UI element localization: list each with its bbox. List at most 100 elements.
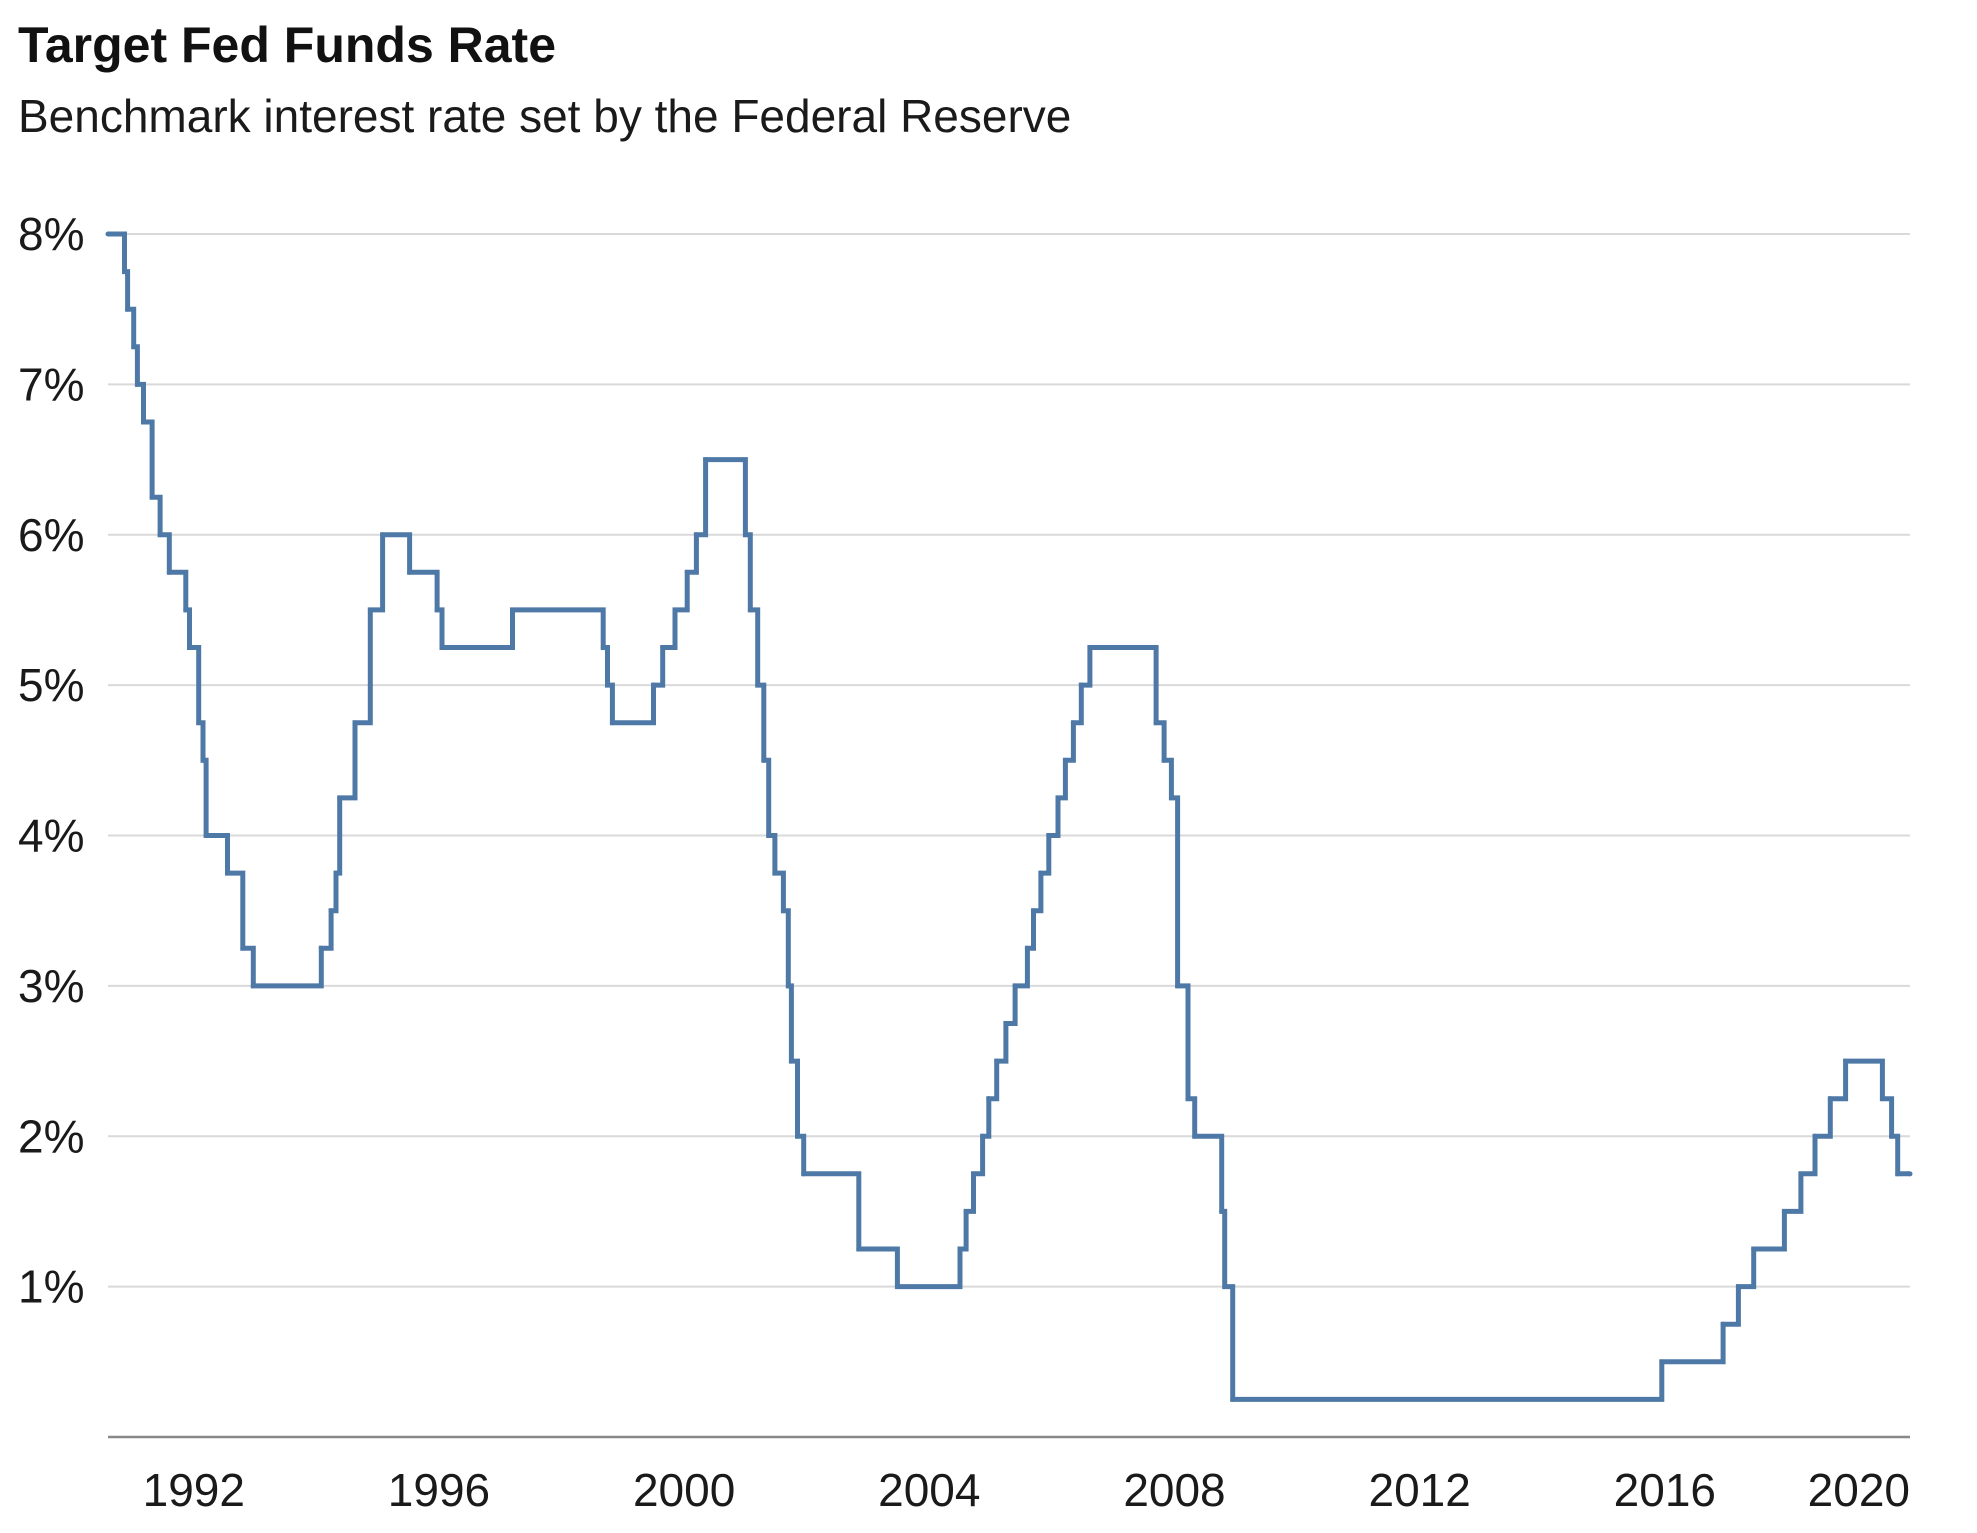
data-point [407, 569, 413, 575]
gridlines [108, 233, 1910, 1288]
data-point [785, 983, 791, 989]
data-point [600, 645, 606, 651]
data-point [766, 833, 772, 838]
data-point [1185, 1096, 1191, 1102]
data-point [1038, 870, 1044, 876]
series-line [108, 231, 1910, 1402]
y-axis-tick-labels: 1% 2% 3% 4% 5% 6% 7% 8% [18, 208, 84, 1313]
y-tick-label: 6% [18, 509, 84, 561]
x-tick-label: 2016 [1614, 1464, 1716, 1516]
data-point [131, 344, 137, 350]
data-point [801, 1171, 807, 1177]
data-point [994, 1058, 1000, 1064]
data-point [1062, 757, 1068, 763]
data-point [1907, 1171, 1913, 1177]
data-point [1055, 795, 1061, 801]
data-point [609, 720, 615, 726]
x-tick-label: 1992 [143, 1464, 245, 1516]
data-point [380, 532, 386, 538]
data-point [672, 607, 678, 613]
data-point [166, 569, 172, 575]
data-point [1735, 1284, 1741, 1290]
data-point [157, 532, 163, 538]
data-point [693, 532, 699, 538]
data-point [134, 381, 140, 387]
data-point [1070, 720, 1076, 726]
chart-title: Target Fed Funds Rate [18, 17, 557, 73]
data-point [742, 532, 748, 538]
data-point [203, 833, 209, 838]
data-point [1219, 1208, 1225, 1214]
data-point [1222, 1284, 1228, 1290]
data-point [684, 569, 690, 575]
data-point [963, 1208, 969, 1214]
data-point [439, 645, 445, 651]
x-tick-label: 2004 [878, 1464, 980, 1516]
data-point [1078, 682, 1084, 688]
data-point [856, 1246, 862, 1252]
data-point [761, 757, 767, 763]
data-point [1879, 1096, 1885, 1102]
data-point [510, 607, 516, 613]
x-tick-label: 1996 [388, 1464, 490, 1516]
y-tick-label: 3% [18, 960, 84, 1012]
data-point [318, 945, 324, 951]
data-point [1895, 1171, 1901, 1177]
data-point [434, 607, 440, 613]
data-point [1781, 1208, 1787, 1214]
data-point [894, 1284, 900, 1290]
data-point [225, 870, 231, 876]
data-point [187, 645, 193, 651]
data-point [605, 682, 611, 688]
data-point [1889, 1133, 1895, 1139]
data-point [1230, 1396, 1236, 1402]
y-tick-label: 5% [18, 659, 84, 711]
data-point [1812, 1133, 1818, 1139]
x-tick-label: 2008 [1123, 1464, 1225, 1516]
x-axis-tick-labels: 1992 1996 2000 2004 2008 2012 2016 2020 [143, 1464, 1910, 1516]
data-point [957, 1246, 963, 1252]
data-point [1175, 983, 1181, 989]
data-point [1153, 720, 1159, 726]
data-point [980, 1133, 986, 1139]
x-tick-label: 2012 [1368, 1464, 1470, 1516]
data-point [333, 870, 339, 876]
series-layer [105, 231, 1913, 1402]
data-point [196, 720, 202, 726]
data-point [747, 607, 753, 613]
x-tick-label: 2020 [1808, 1464, 1910, 1516]
data-point [1161, 757, 1167, 763]
data-point [125, 306, 131, 312]
data-point [1087, 645, 1093, 651]
data-point [1720, 1321, 1726, 1327]
data-point [250, 983, 256, 989]
y-tick-label: 1% [18, 1261, 84, 1313]
data-point [755, 682, 761, 688]
data-point [1798, 1171, 1804, 1177]
y-tick-label: 8% [18, 208, 84, 260]
x-tick-label: 2000 [633, 1464, 735, 1516]
data-point [1031, 908, 1037, 914]
data-point [122, 269, 128, 275]
data-point [1659, 1359, 1665, 1365]
data-point [328, 908, 334, 914]
data-point [1751, 1246, 1757, 1252]
data-point [1012, 983, 1018, 989]
data-point [780, 908, 786, 914]
data-point [1843, 1058, 1849, 1064]
data-point [1827, 1096, 1833, 1102]
y-tick-label: 4% [18, 810, 84, 862]
data-point [200, 757, 206, 763]
data-point [788, 1058, 794, 1064]
data-point [337, 795, 343, 801]
data-point [149, 494, 155, 500]
data-point [660, 645, 666, 651]
data-point [352, 720, 358, 726]
data-point [986, 1096, 992, 1102]
data-point [651, 682, 657, 688]
data-point [703, 457, 709, 463]
data-point [1046, 833, 1052, 838]
data-point [1168, 795, 1174, 801]
data-point [1192, 1133, 1198, 1139]
